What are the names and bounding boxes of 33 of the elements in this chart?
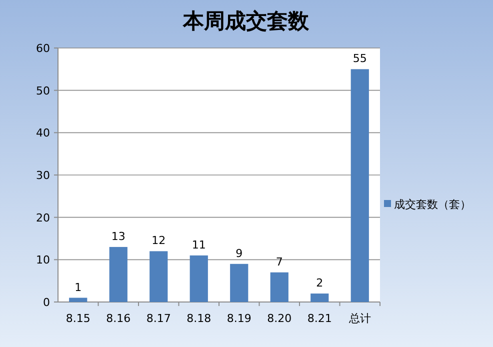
y-tick-label: 0 bbox=[43, 296, 50, 309]
y-tick-label: 40 bbox=[36, 126, 50, 140]
bar bbox=[230, 264, 248, 302]
data-label: 2 bbox=[316, 276, 324, 290]
bar bbox=[109, 246, 128, 302]
data-label: 7 bbox=[276, 255, 283, 268]
data-label: 12 bbox=[152, 234, 166, 248]
bar bbox=[69, 298, 88, 302]
x-tick-label: 8.21 bbox=[307, 312, 332, 325]
x-tick-label: 8.15 bbox=[66, 312, 90, 325]
data-label: 13 bbox=[111, 230, 126, 243]
x-tick-label: 总计 bbox=[348, 312, 371, 325]
x-tick-label: 8.18 bbox=[186, 312, 212, 325]
y-tick-label: 60 bbox=[36, 42, 50, 55]
x-tick-label: 8.17 bbox=[146, 312, 171, 325]
data-label: 1 bbox=[74, 280, 82, 294]
chart-title: 本周成交套数 bbox=[182, 9, 310, 33]
data-label: 55 bbox=[352, 52, 367, 66]
bar bbox=[190, 255, 208, 302]
y-tick-label: 20 bbox=[36, 211, 50, 224]
bar bbox=[310, 294, 329, 302]
y-tick-label: 10 bbox=[36, 254, 50, 267]
x-tick-label: 8.16 bbox=[106, 312, 131, 325]
bar bbox=[350, 69, 369, 302]
data-label: 11 bbox=[192, 238, 206, 252]
bar bbox=[150, 251, 168, 302]
x-tick-label: 8.19 bbox=[226, 312, 252, 325]
x-tick-label: 8.20 bbox=[267, 312, 292, 325]
y-tick-label: 50 bbox=[36, 84, 50, 98]
y-tick-label: 30 bbox=[36, 169, 50, 182]
bar bbox=[270, 272, 288, 302]
data-label: 9 bbox=[236, 246, 243, 260]
legend-label: 成交套数（套） bbox=[394, 198, 471, 211]
